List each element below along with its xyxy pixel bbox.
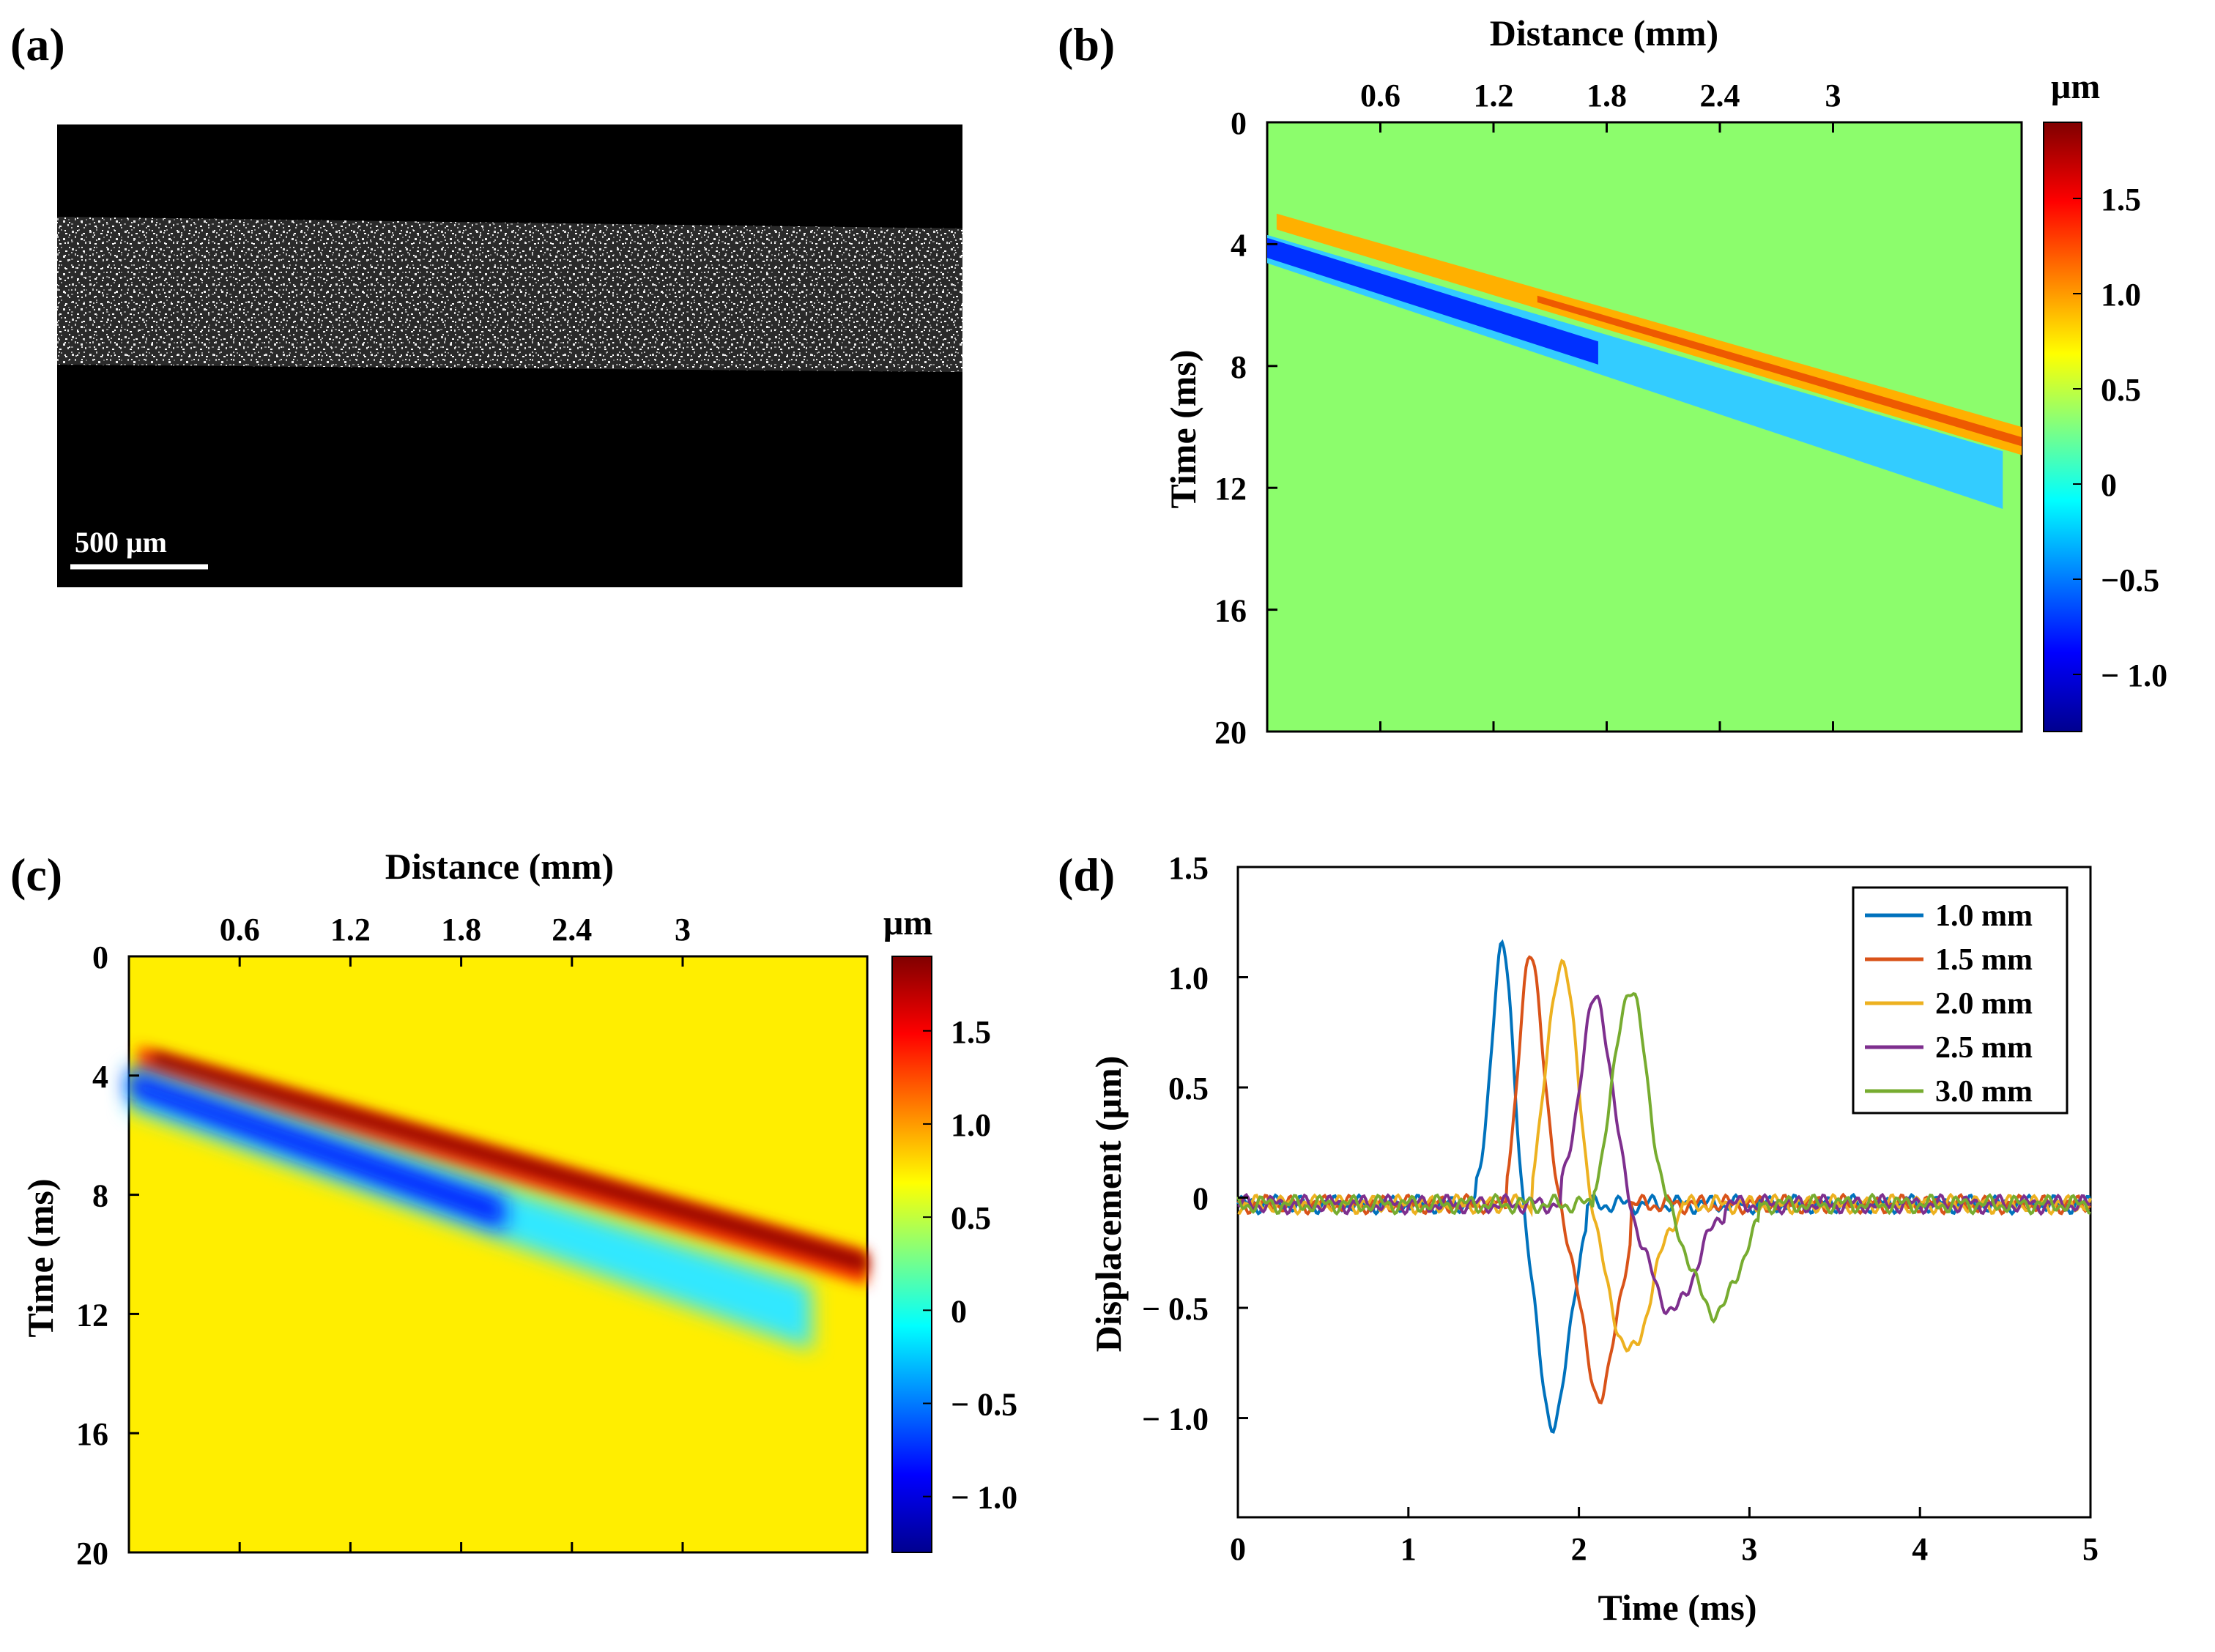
b-ylabel: Time (ms): [1162, 349, 1203, 508]
d-line-chart: 0 1 2 3 4 5 1.5 1.0 0.5 0 − 0.5 − 1.0 1.0 mm 1.5 mm…: [1142, 850, 2099, 1567]
b-xtick-label: 0.6: [1360, 78, 1400, 114]
d-ytick-label: − 0.5: [1142, 1291, 1209, 1327]
c-wave-band-positive: [138, 1046, 868, 1286]
b-xtick-label: 1.8: [1587, 78, 1627, 114]
b-ytick-label: 8: [1231, 349, 1247, 385]
d-ytick-label: 1.0: [1168, 961, 1209, 997]
c-cb-tick-label: − 0.5: [951, 1387, 1017, 1423]
panel-label-b: (b): [1058, 18, 1115, 70]
b-cb-tick-label: −0.5: [2101, 562, 2159, 598]
d-xtick-label: 1: [1400, 1531, 1417, 1567]
panel-label-d: (d): [1058, 849, 1115, 901]
d-ytick-label: 0.5: [1168, 1071, 1209, 1106]
c-ytick-label: 16: [76, 1416, 108, 1452]
d-legend-label: 2.0 mm: [1935, 987, 2033, 1021]
c-cb-tick-label: − 1.0: [951, 1480, 1017, 1516]
b-xtick-label: 1.2: [1474, 78, 1514, 114]
c-colorbar: μm 1.5 1.0 0.5 0 − 0.5 − 1.0: [883, 904, 1017, 1553]
c-xtick-label: 1.2: [330, 912, 371, 948]
b-wave-band-positive: [1276, 213, 2022, 455]
b-ytick-label: 16: [1214, 593, 1247, 629]
b-ytick-label: 4: [1231, 227, 1247, 263]
c-xlabel: Distance (mm): [385, 846, 614, 887]
c-heatmap: [127, 955, 869, 1554]
d-xtick-label: 3: [1741, 1531, 1757, 1567]
b-xlabel: Distance (mm): [1490, 12, 1718, 53]
c-plot-area: [127, 955, 869, 1554]
b-ytick-label: 20: [1214, 715, 1247, 751]
c-ylabel: Time (ms): [20, 1178, 61, 1337]
panel-label-a: (a): [10, 18, 65, 70]
b-ytick-label: 0: [1231, 105, 1247, 141]
b-colorbar-unit: μm: [2051, 67, 2100, 106]
panel-label-c: (c): [10, 849, 62, 901]
d-ytick-label: 0: [1192, 1181, 1209, 1217]
b-xtick-label: 3: [1825, 78, 1841, 114]
c-xtick-label: 0.6: [220, 912, 260, 948]
b-cb-tick-label: 1.5: [2101, 182, 2141, 217]
d-xlabel: Time (ms): [1598, 1587, 1756, 1628]
d-axes: [1236, 866, 2092, 1519]
c-xtick-label: 1.8: [441, 912, 481, 948]
d-legend-label: 3.0 mm: [1935, 1075, 2033, 1109]
b-ytick-label: 12: [1214, 471, 1247, 507]
d-legend-box: [1852, 886, 2069, 1115]
c-ytick-label: 4: [92, 1059, 108, 1095]
c-ytick-label: 20: [76, 1536, 108, 1571]
b-cb-tick-label: − 1.0: [2101, 658, 2167, 693]
d-ytick-label: 1.5: [1168, 850, 1209, 886]
c-wave-band-negative: [129, 1066, 812, 1350]
d-xtick-label: 0: [1230, 1531, 1246, 1567]
c-ytick-label: 8: [92, 1178, 108, 1214]
d-xtick-label: 5: [2082, 1531, 2099, 1567]
b-colorbar: μm 1.5 1.0 0.5 0 −0.5 − 1.0: [2043, 67, 2167, 732]
c-xtick-label: 2.4: [552, 912, 592, 948]
b-wave-band-negative: [1267, 234, 2003, 509]
oct-image: 500 μm: [57, 124, 962, 587]
b-xtick-label: 2.4: [1700, 78, 1740, 114]
b-cb-tick-label: 1.0: [2101, 277, 2141, 313]
c-ytick-label: 12: [76, 1297, 108, 1333]
c-cb-tick-label: 1.5: [951, 1014, 991, 1050]
scale-bar-label: 500 μm: [75, 526, 167, 559]
b-heatmap: [1266, 121, 2023, 733]
d-legend-label: 1.0 mm: [1935, 899, 2033, 933]
d-xtick-label: 4: [1912, 1531, 1928, 1567]
d-legend-label: 2.5 mm: [1935, 1031, 2033, 1065]
c-cb-tick-label: 1.0: [951, 1107, 991, 1143]
c-colorbar-unit: μm: [883, 904, 932, 942]
b-cb-tick-label: 0: [2101, 467, 2117, 503]
d-legend-label: 1.5 mm: [1935, 943, 2033, 977]
d-series-line: [1237, 994, 2091, 1316]
d-series-line: [1236, 991, 2091, 1324]
c-cb-tick-label: 0.5: [951, 1200, 991, 1236]
d-ytick-label: − 1.0: [1142, 1402, 1209, 1437]
c-ytick-label: 0: [92, 940, 108, 975]
d-xtick-label: 2: [1571, 1531, 1587, 1567]
c-xtick-label: 3: [675, 912, 691, 948]
c-cb-tick-label: 0: [951, 1293, 967, 1329]
d-ylabel: Displacement (μm): [1088, 1056, 1129, 1353]
d-legend: 1.0 mm 1.5 mm 2.0 mm 2.5 mm 3.0 mm: [1852, 886, 2069, 1115]
b-cb-tick-label: 0.5: [2101, 372, 2141, 408]
